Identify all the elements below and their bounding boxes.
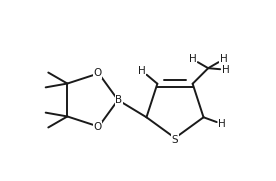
Text: O: O — [94, 68, 102, 78]
Text: H: H — [189, 54, 197, 64]
Text: H: H — [218, 119, 226, 129]
Text: H: H — [220, 54, 228, 64]
Text: O: O — [94, 122, 102, 132]
Text: B: B — [115, 95, 123, 105]
Text: H: H — [138, 66, 146, 76]
Text: S: S — [172, 135, 178, 145]
Text: H: H — [222, 65, 230, 75]
